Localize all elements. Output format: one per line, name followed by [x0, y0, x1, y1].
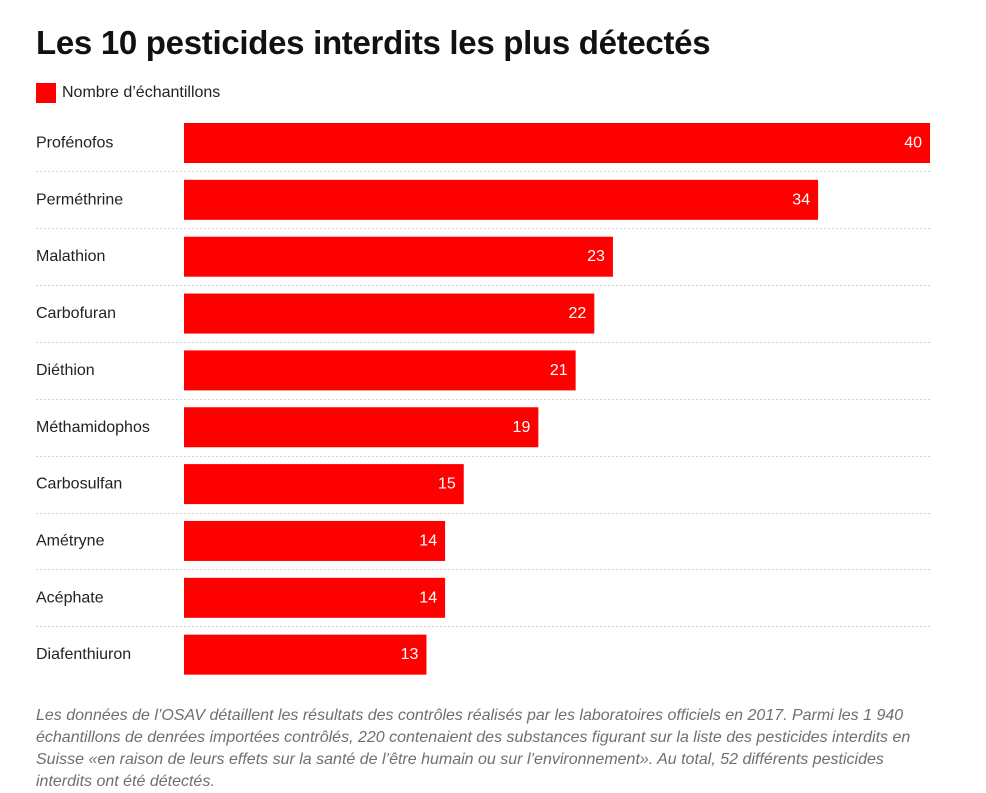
bar-value-label: 40 [904, 135, 922, 152]
bar [184, 236, 613, 277]
bar-value-label: 22 [569, 305, 587, 322]
category-label: Acéphate [36, 589, 104, 606]
bar [184, 407, 539, 448]
chart-note: Les données de l’OSAV détaillent les rés… [36, 707, 911, 790]
category-label: Amétryne [36, 532, 105, 549]
bar-value-label: 14 [419, 532, 437, 549]
bar-value-label: 15 [438, 476, 456, 493]
category-label: Diafenthiuron [36, 646, 131, 663]
bar [184, 123, 930, 163]
bar [184, 634, 427, 675]
bar [184, 464, 464, 505]
legend-label: Nombre d’échantillons [62, 84, 221, 101]
bar-value-label: 14 [419, 589, 437, 606]
category-label: Diéthion [36, 362, 95, 379]
chart-title: Les 10 pesticides interdits les plus dét… [36, 24, 711, 61]
bar [184, 179, 819, 220]
bar [184, 577, 446, 618]
category-label: Carbofuran [36, 305, 116, 322]
bar-value-label: 21 [550, 362, 568, 379]
bar [184, 293, 595, 334]
category-label: Perméthrine [36, 191, 123, 208]
category-label: Carbosulfan [36, 476, 122, 493]
bar [184, 350, 576, 391]
legend-swatch [36, 83, 56, 103]
bar-chart: Profénofos 40 Perméthrine 34 Malathion 23 Carb… [36, 123, 930, 675]
bar [184, 520, 446, 561]
bar-value-label: 19 [513, 419, 531, 436]
category-label: Méthamidophos [36, 419, 150, 436]
category-label: Profénofos [36, 135, 113, 152]
category-label: Malathion [36, 248, 105, 265]
bar-value-label: 13 [401, 646, 419, 663]
bar-value-label: 34 [792, 191, 810, 208]
legend: Nombre d’échantillons [36, 82, 220, 104]
bar-value-label: 23 [587, 248, 605, 265]
